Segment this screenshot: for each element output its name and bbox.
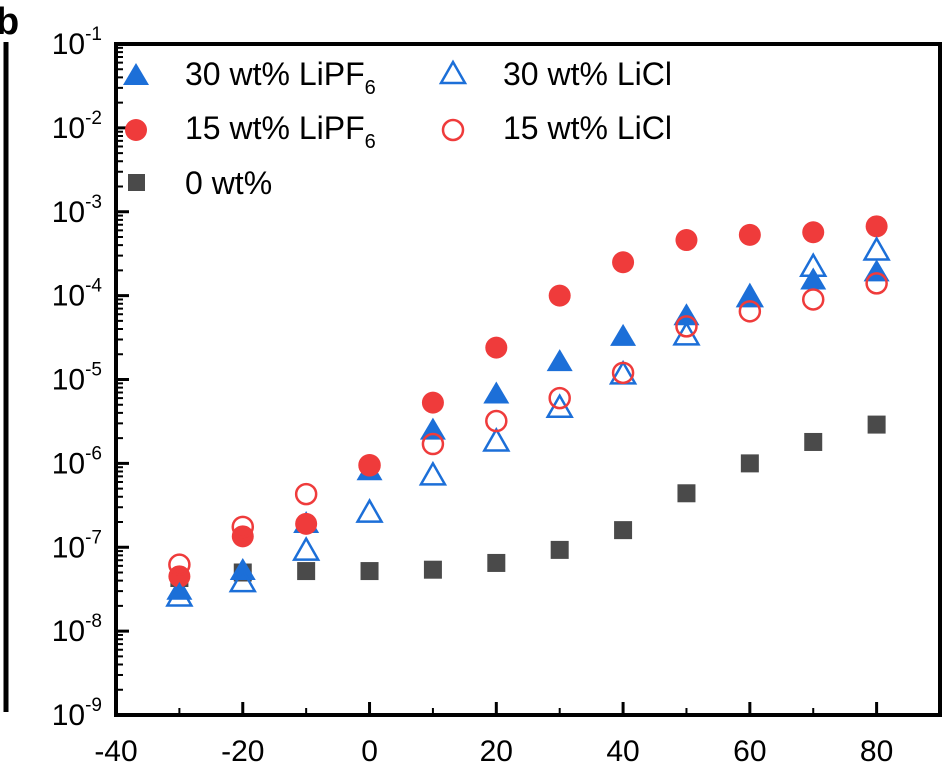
series-1 [165,235,891,607]
legend-sub-30-lipf6: 6 [365,77,376,99]
data-point [735,282,765,308]
legend-label-30-lipf6: 30 wt% LiPF [185,56,365,92]
svg-text:15 wt% LiPF6: 15 wt% LiPF6 [185,110,376,153]
data-point [610,323,637,346]
data-point [294,482,318,506]
data-point [672,320,701,346]
y-tick-label: 10-8 [52,611,102,648]
series-0 [166,259,890,600]
legend-marker-0-wt [128,174,145,191]
x-tick-label: 80 [860,735,893,768]
series-4 [170,415,886,587]
data-point [867,415,886,434]
x-tick-label: -20 [221,735,264,768]
data-point [421,432,445,456]
y-tick-label: 10-7 [52,527,102,564]
y-tick-label: 10-5 [52,360,102,397]
data-point [611,361,635,385]
data-point [487,553,506,572]
y-tick-label: 10-6 [52,443,102,480]
data-point [738,300,762,323]
data-point [740,454,759,473]
data-point [675,229,698,252]
y-tick-label: 10-4 [52,276,103,313]
x-tick-label: 40 [606,735,639,768]
data-point [231,515,255,539]
x-tick-label: -40 [94,735,137,768]
legend-marker-15-licl [441,118,465,142]
data-point [483,381,510,404]
legend-label-0-wt: 0 wt% [185,165,272,201]
data-point [485,336,508,359]
data-point [419,417,446,440]
data-point [418,460,448,486]
legend-item-30-licl: 30 wt% LiCl [438,56,672,92]
legend-sub-15-lipf6: 6 [365,131,376,153]
data-point [355,498,384,523]
data-point [614,521,633,540]
data-point [548,386,571,410]
data-point [295,512,318,535]
legend-marker-15-lipf6 [125,119,147,141]
y-tick-label: 10-3 [52,192,102,229]
data-point [548,284,571,307]
legend-item-15-lipf6: 15 wt% LiPF6 [125,110,376,153]
data-point [291,536,321,561]
data-point [736,284,763,307]
data-point [801,288,825,311]
x-tick-label: 0 [361,735,378,768]
data-point [423,560,442,579]
data-point [168,565,191,588]
y-tick-label: 10-1 [52,24,102,61]
data-point [804,432,823,451]
data-point [358,453,381,477]
data-markers [165,215,891,607]
data-point [800,267,827,290]
data-point [799,252,828,278]
data-point [545,393,574,418]
legend-label-15-licl: 15 wt% LiCl [503,110,672,146]
x-tick-label: 60 [733,735,766,768]
data-point [421,391,444,414]
data-point [165,581,194,607]
legend: 30 wt% LiPF6 30 wt% LiCl 15 wt% LiPF6 15… [123,56,672,201]
data-point [485,409,508,433]
y-tick-label: 10-2 [52,108,102,145]
data-point [865,272,888,295]
data-point [550,540,569,559]
data-point [677,484,696,503]
legend-marker-30-lipf6 [123,63,149,85]
legend-item-0-wt: 0 wt% [128,165,272,201]
data-point [358,454,381,477]
panel-label: b [0,1,19,43]
series-3 [168,272,888,576]
data-point [862,235,891,261]
x-tick-label: 20 [480,735,513,768]
data-point [738,223,761,246]
data-point [482,426,511,452]
data-point [228,567,257,593]
legend-marker-30-licl [438,59,468,85]
data-point [612,251,635,274]
y-tick-label: 10-9 [52,695,102,732]
legend-label-30-licl: 30 wt% LiCl [503,56,672,92]
data-point [297,562,316,581]
data-point [546,349,573,372]
data-point [360,562,379,581]
legend-label-15-lipf6: 15 wt% LiPF [185,110,365,146]
legend-item-30-lipf6: 30 wt% LiPF6 [123,56,376,99]
y-axis: 10-9 10-8 10-7 10-6 10-5 10-4 10-3 10-2 10-1 [52,24,129,732]
x-axis: -40 -20 0 20 40 60 80 [94,702,893,768]
data-point [168,553,191,576]
data-point [675,315,698,338]
data-point [865,215,888,238]
legend-item-15-licl: 15 wt% LiCl [441,110,672,146]
data-point [802,221,825,244]
svg-text:30 wt% LiPF6: 30 wt% LiPF6 [185,56,376,99]
series-2 [168,215,888,588]
